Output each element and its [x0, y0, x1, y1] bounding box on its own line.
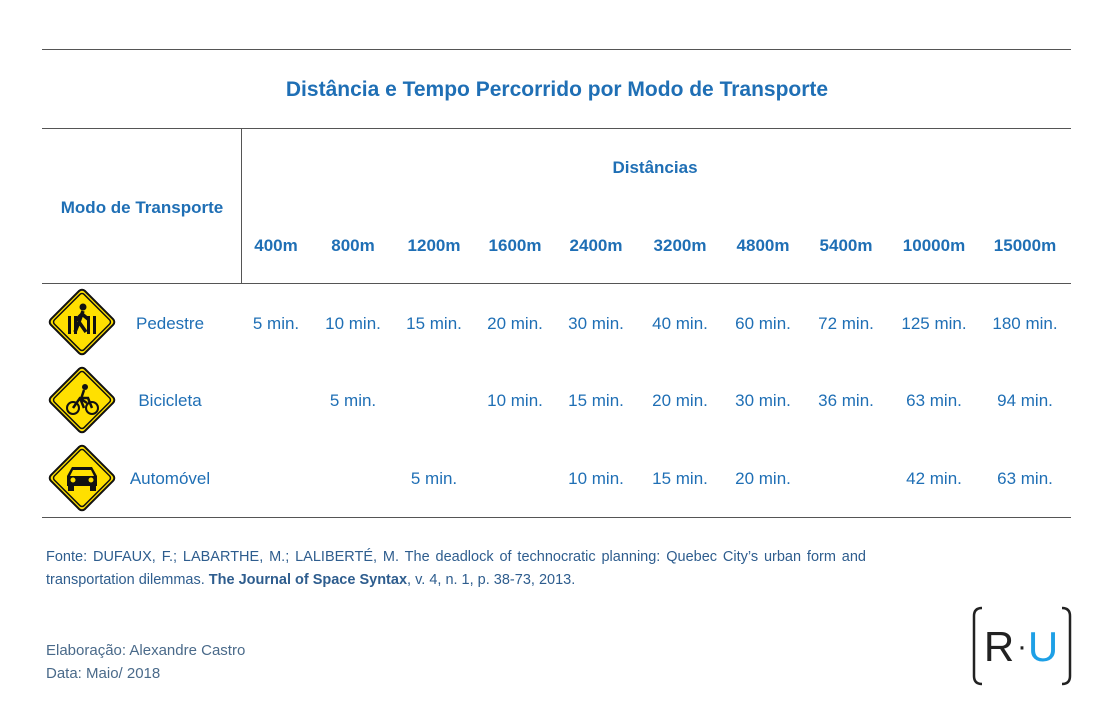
- mode-icons: [48, 288, 116, 512]
- header-label: Modo de Transporte: [60, 198, 224, 217]
- column-header: 400m: [254, 236, 298, 255]
- cell: 60 min.: [735, 314, 791, 333]
- credit-date: Data: Maio/ 2018: [46, 665, 161, 682]
- column-header: 1200m: [407, 236, 461, 255]
- mode-label: Automóvel: [129, 469, 211, 488]
- column-header: 5400m: [819, 236, 873, 255]
- source-details: , v. 4, n. 1, p. 38-73, 2013.: [407, 572, 576, 588]
- cell: 180 min.: [992, 314, 1058, 333]
- cell: 30 min.: [735, 391, 791, 410]
- divider: [241, 128, 242, 283]
- column-header: 15000m: [993, 236, 1057, 255]
- cell: 42 min.: [906, 469, 962, 488]
- column-header: 3200m: [653, 236, 707, 255]
- column-header: 800m: [331, 236, 375, 255]
- cell: 63 min.: [906, 391, 962, 410]
- column-header: 1600m: [488, 236, 542, 255]
- car-sign: [48, 444, 116, 512]
- cell: 20 min.: [652, 391, 708, 410]
- cell: 36 min.: [818, 391, 874, 410]
- column-header: 4800m: [736, 236, 790, 255]
- cell: 15 min.: [568, 391, 624, 410]
- cell: 10 min.: [487, 391, 543, 410]
- bicycle-sign: [48, 366, 116, 434]
- cell: 125 min.: [901, 314, 967, 333]
- logo-right: U: [1028, 623, 1058, 670]
- source: Fonte: DUFAUX, F.; LABARTHE, M.; LALIBER…: [46, 546, 866, 592]
- logo-left: R: [984, 623, 1014, 670]
- cell: 5 min.: [252, 314, 300, 333]
- logo: R · U: [972, 606, 1072, 686]
- cell: 20 min.: [487, 314, 543, 333]
- cell: 5 min.: [410, 469, 458, 488]
- rule: [42, 517, 1071, 518]
- cell: 94 min.: [997, 391, 1053, 410]
- group-label: Distâncias: [612, 158, 698, 177]
- cell: 15 min.: [406, 314, 462, 333]
- cell: 72 min.: [818, 314, 874, 333]
- cell: 20 min.: [735, 469, 791, 488]
- cell: 40 min.: [652, 314, 708, 333]
- source-text: Fonte: DUFAUX, F.; LABARTHE, M.; LALIBER…: [46, 549, 866, 588]
- cell: 30 min.: [568, 314, 624, 333]
- mode-label: Pedestre: [135, 314, 205, 333]
- rule: [42, 128, 1071, 129]
- cell: 10 min.: [568, 469, 624, 488]
- cell: 5 min.: [329, 391, 377, 410]
- logo-separator: ·: [1017, 630, 1027, 663]
- title: Distância e Tempo Percorrido por Modo de…: [285, 78, 829, 101]
- pedestrian-sign: [48, 288, 116, 356]
- mode-label: Bicicleta: [138, 391, 202, 410]
- column-header: 10000m: [902, 236, 966, 255]
- column-header: 2400m: [569, 236, 623, 255]
- cell: 63 min.: [997, 469, 1053, 488]
- cell: 15 min.: [652, 469, 708, 488]
- rule: [42, 283, 1071, 284]
- cell: 10 min.: [325, 314, 381, 333]
- rule: [42, 49, 1071, 50]
- source-journal: The Journal of Space Syntax: [208, 572, 408, 588]
- credit-author: Elaboração: Alexandre Castro: [46, 642, 246, 659]
